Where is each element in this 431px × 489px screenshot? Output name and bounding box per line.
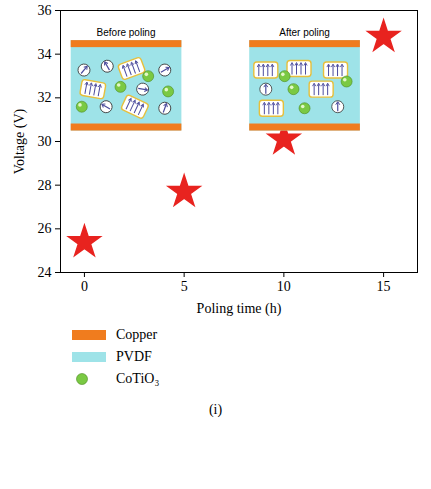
svg-text:24: 24 [38, 265, 52, 280]
html-text:(i): (i) [208, 402, 223, 417]
svg-text:Poling time (h): Poling time (h) [197, 301, 282, 317]
svg-text:5: 5 [181, 279, 188, 294]
svg-text:32: 32 [38, 90, 52, 105]
html-text:PVDF: PVDF [116, 349, 152, 364]
html-text:CoTiO₃: CoTiO₃ [116, 371, 160, 386]
svg-text:10: 10 [277, 279, 291, 294]
svg-text:15: 15 [377, 279, 391, 294]
svg-text:26: 26 [38, 221, 52, 236]
svg-text:34: 34 [38, 47, 52, 62]
svg-text:Voltage (V): Voltage (V) [12, 108, 28, 174]
svg-text:28: 28 [38, 178, 52, 193]
html-text:Copper: Copper [116, 327, 158, 342]
svg-text:36: 36 [38, 3, 52, 18]
svg-text:Before poling: Before poling [97, 27, 156, 38]
svg-text:30: 30 [38, 134, 52, 149]
svg-text:After poling: After poling [279, 27, 330, 38]
svg-text:0: 0 [81, 279, 88, 294]
